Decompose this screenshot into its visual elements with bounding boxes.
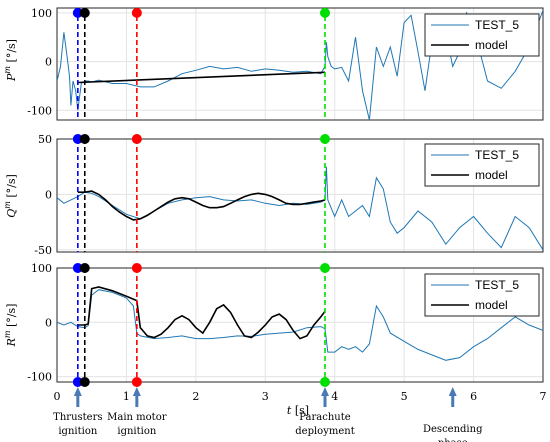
y-axis-label: Rm [°/s] xyxy=(3,304,18,348)
annotation-label-line: Main motor xyxy=(107,412,167,423)
x-tick-label: 4 xyxy=(331,390,338,403)
legend-label: TEST_5 xyxy=(475,278,519,292)
x-axis-label: t [s] xyxy=(287,404,309,417)
y-axis-label-superscript: m xyxy=(3,330,12,338)
legend-label: model xyxy=(475,168,508,182)
y-axis-label-symbol: P xyxy=(5,73,18,82)
y-axis-label-unit: [°/s] xyxy=(5,39,18,66)
event-marker xyxy=(79,134,90,144)
y-tick-label: -50 xyxy=(34,244,52,257)
series-line-model xyxy=(77,71,326,84)
legend-box xyxy=(424,143,540,187)
legend-label: TEST_5 xyxy=(475,148,519,162)
y-axis-label-symbol: R xyxy=(5,338,18,347)
x-tick-label: 6 xyxy=(470,390,477,403)
y-tick-label: 50 xyxy=(38,133,52,146)
x-tick-label: 2 xyxy=(192,390,199,403)
annotation-arrow-head xyxy=(448,387,457,396)
event-marker-bottom xyxy=(79,377,90,387)
event-marker xyxy=(131,7,142,18)
event-marker xyxy=(79,263,90,273)
axes-box xyxy=(56,138,544,253)
event-marker xyxy=(319,134,330,144)
y-tick-label: 0 xyxy=(45,316,52,329)
annotation-label-line: deployment xyxy=(295,426,354,437)
axes-box xyxy=(56,7,544,121)
x-axis-label-symbol: t xyxy=(287,404,292,417)
y-tick-label: 0 xyxy=(45,56,52,69)
y-tick-label: 100 xyxy=(31,262,52,275)
event-marker xyxy=(319,263,330,273)
event-marker xyxy=(319,7,330,18)
y-axis-label-superscript: m xyxy=(3,66,12,74)
series-line-model xyxy=(77,190,326,221)
axes-box xyxy=(56,267,544,383)
x-axis-label-unit: [s] xyxy=(291,404,309,417)
event-marker xyxy=(72,7,83,18)
annotation-arrow-head xyxy=(320,387,329,396)
y-tick-label: -100 xyxy=(27,104,52,117)
y-axis-label-symbol: Q xyxy=(5,209,18,218)
y-axis-label: Pm [°/s] xyxy=(3,39,18,82)
series-line-test-5 xyxy=(57,289,543,361)
annotation-arrow-head xyxy=(132,387,141,396)
event-marker-bottom xyxy=(72,377,83,387)
x-tick-label: 1 xyxy=(123,390,130,403)
legend-label: model xyxy=(475,298,508,312)
event-marker xyxy=(131,263,142,273)
annotation-label: Parachute deployment xyxy=(295,412,354,437)
annotation-label: Descending phase xyxy=(423,424,483,442)
annotation-label-line: Parachute xyxy=(299,412,350,423)
y-axis-label-unit: [°/s] xyxy=(5,174,18,201)
annotation-label-line: ignition xyxy=(58,426,97,437)
legend-label: TEST_5 xyxy=(475,18,519,32)
y-tick-label: -100 xyxy=(27,371,52,384)
annotation-label: Thrusters ignition xyxy=(53,412,102,437)
annotation-label: Main motor ignition xyxy=(107,412,167,437)
legend-box xyxy=(424,273,540,317)
event-marker xyxy=(72,263,83,273)
x-tick-label: 0 xyxy=(54,390,61,403)
y-axis-label-unit: [°/s] xyxy=(5,304,18,331)
annotation-label-line: Descending xyxy=(423,424,483,435)
series-line-model xyxy=(77,286,326,340)
y-axis-label: Qm [°/s] xyxy=(3,174,18,218)
y-axis-label-superscript: m xyxy=(3,201,12,209)
y-tick-label: 0 xyxy=(45,188,52,201)
legend-label: model xyxy=(475,38,508,52)
event-marker-bottom xyxy=(319,377,330,387)
event-marker-bottom xyxy=(131,377,142,387)
x-tick-label: 5 xyxy=(401,390,408,403)
y-tick-label: 100 xyxy=(31,7,52,20)
annotation-label-line: phase xyxy=(438,438,468,442)
event-marker xyxy=(72,134,83,144)
x-tick-label: 3 xyxy=(262,390,269,403)
event-marker xyxy=(79,7,90,18)
legend-box xyxy=(424,13,540,57)
annotation-arrow-head xyxy=(73,387,82,396)
x-tick-label: 7 xyxy=(540,390,547,403)
annotation-label-line: ignition xyxy=(117,426,156,437)
event-marker xyxy=(131,134,142,144)
annotation-label-line: Thrusters xyxy=(53,412,102,423)
